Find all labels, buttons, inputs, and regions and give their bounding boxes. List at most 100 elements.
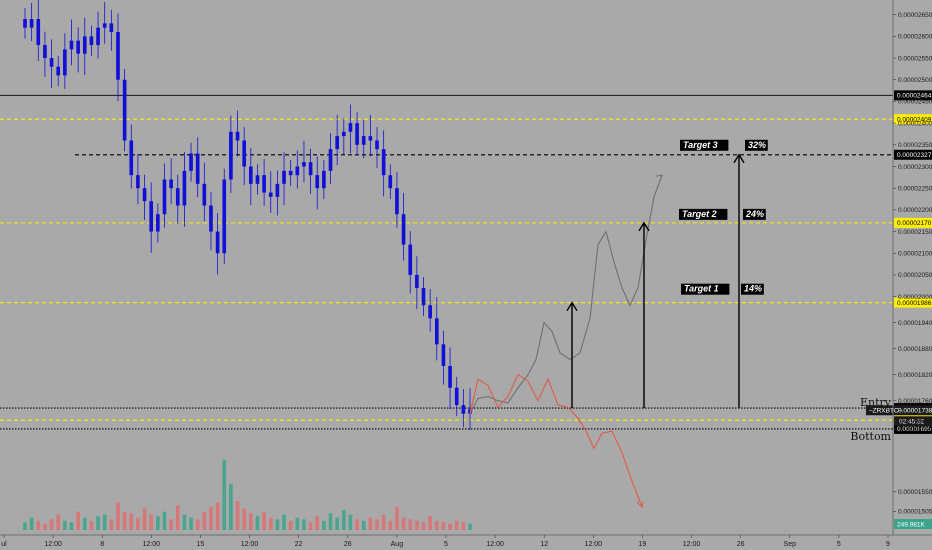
current-price-symbol: –ZRXBTC–	[869, 408, 903, 415]
price-tick-label: 0.00002400	[898, 120, 932, 127]
volume-bar	[441, 522, 446, 530]
price-level-tag	[894, 149, 932, 160]
volume-readout-tag	[894, 519, 932, 529]
volume-bar	[302, 519, 306, 530]
target-pct-box	[745, 139, 768, 151]
volume-bar	[82, 517, 87, 530]
price-tick-label: 0.00001715	[898, 418, 932, 425]
candle-body	[69, 40, 74, 50]
volume-bar	[23, 522, 27, 530]
candle-body	[96, 27, 100, 46]
candle-body	[76, 40, 80, 54]
price-level-tag-label: 0.00002464	[897, 93, 932, 100]
volume-bar	[282, 514, 286, 530]
volume-bar	[229, 484, 233, 530]
price-tick-label: 0.00001880	[898, 346, 932, 353]
volume-bar	[448, 523, 452, 530]
candle-body	[421, 287, 426, 306]
volume-bar	[156, 516, 160, 530]
volume-bar	[288, 520, 293, 530]
volume-bar	[421, 522, 426, 530]
candle-body	[202, 183, 207, 206]
price-tick-label: 0.00002050	[898, 272, 932, 279]
candle-body	[348, 123, 353, 132]
time-tick-label: 12:00	[241, 541, 259, 548]
entry-label: Entry	[860, 396, 892, 409]
price-level-tag-label: 0.00001986	[897, 300, 932, 307]
target-label-box	[681, 283, 730, 295]
price-axis: 0.00002650 0.00002600 0.00002550 0.00002500…	[892, 0, 932, 535]
volume-bar	[348, 514, 353, 530]
target-pct-box	[743, 208, 766, 220]
volume-bar	[401, 517, 406, 530]
price-tick-label: 0.00002600	[898, 34, 932, 41]
volume-bar	[355, 519, 359, 530]
target-arrow-head	[733, 153, 745, 164]
time-tick-label: 12:00	[585, 541, 603, 548]
time-tick-label: 12	[540, 541, 548, 548]
candle-body	[209, 205, 213, 232]
candle-body	[428, 305, 432, 319]
time-tick-label: 26	[344, 541, 352, 548]
current-price-value: 0.00001738	[898, 408, 932, 415]
volume-bar	[248, 513, 253, 530]
volume-bar	[434, 520, 439, 530]
candle-body	[268, 192, 273, 197]
candle-body	[149, 201, 154, 232]
price-level-tag	[894, 423, 932, 434]
volume-bar	[328, 513, 333, 530]
volume-bar	[209, 507, 213, 530]
volume-bar	[268, 517, 273, 530]
price-tick-label: 0.00002350	[898, 142, 932, 149]
volume-bar	[375, 519, 379, 530]
candle-body	[454, 387, 459, 406]
time-tick-label: 5	[837, 541, 841, 548]
time-tick-label: Sep	[784, 541, 797, 548]
candle-body	[275, 183, 280, 197]
candle-body	[242, 140, 247, 167]
volume-bar	[36, 520, 41, 530]
price-tick-label: 0.00002300	[898, 164, 932, 171]
candle-body	[395, 188, 399, 215]
target-arrow-head	[566, 301, 578, 312]
price-tick-label: 0.00001760	[898, 398, 932, 405]
current-price-tag	[866, 405, 932, 416]
price-tick-label: 0.00002450	[898, 99, 932, 106]
candle-body	[328, 149, 333, 171]
volume-bar	[56, 514, 61, 530]
volume-bar	[428, 516, 432, 530]
volume-bar	[195, 519, 200, 530]
price-level-tag-label: 0.00001695	[897, 426, 932, 433]
candle-body	[255, 175, 260, 184]
candle-body	[29, 19, 34, 28]
candle-body	[23, 19, 27, 28]
time-axis: ul 12:00 8 12:00 15 12:00 22 26 Aug 5 12:00 12 12:00…	[0, 534, 932, 548]
candle-body	[36, 19, 41, 46]
price-tick-label: 0.00001940	[898, 320, 932, 327]
candle-body	[222, 179, 227, 254]
price-level-tag-label: 0.00002170	[897, 220, 932, 227]
volume-bar	[408, 519, 413, 530]
candle-body	[116, 32, 120, 80]
volume-bar	[395, 507, 399, 530]
candle-body	[162, 179, 167, 215]
candle-body	[229, 131, 233, 180]
candle-body	[215, 231, 220, 254]
time-tick-label: 12:00	[486, 541, 504, 548]
volume-bar	[129, 513, 134, 530]
candle-body	[136, 175, 140, 189]
volume-bar	[275, 519, 280, 530]
candle-body	[89, 36, 94, 46]
volume-bar	[368, 517, 373, 530]
volume-bar	[415, 520, 419, 530]
price-tick-label: 0.00001695	[898, 426, 932, 433]
price-tick-label: 0.00002250	[898, 185, 932, 192]
candle-body	[182, 170, 187, 206]
price-tick-label: 0.00002650	[898, 12, 932, 19]
candle-body	[142, 188, 147, 202]
volume-bar	[175, 505, 180, 530]
time-tick-label: 12:00	[143, 541, 161, 548]
volume-bar	[235, 500, 240, 530]
price-level-tag	[894, 297, 932, 308]
